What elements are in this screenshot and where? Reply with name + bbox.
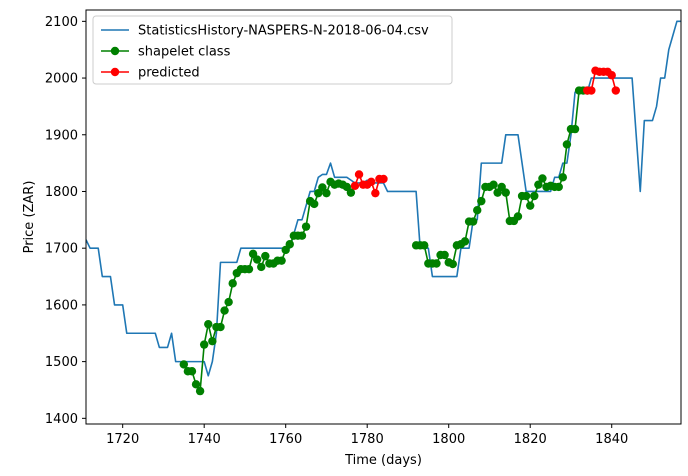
y-tick-label: 1900	[45, 128, 78, 143]
shapelet-class-point	[220, 306, 229, 315]
shapelet-class-point	[521, 191, 531, 201]
shapelet-class-point	[440, 250, 449, 260]
predicted-point	[371, 188, 380, 198]
shapelet-class-point	[570, 124, 580, 134]
shapelet-class-point	[216, 322, 225, 332]
predicted-point	[587, 86, 596, 95]
shapelet-class-point	[187, 367, 197, 376]
legend-swatch-marker	[110, 67, 120, 77]
plot-area-frame	[85, 9, 682, 425]
x-tick-label: 1720	[106, 432, 139, 447]
legend: StatisticsHistory-NASPERS-N-2018-06-04.c…	[92, 15, 453, 85]
x-tick-label: 1740	[188, 432, 221, 447]
shapelet-class-point	[562, 140, 572, 149]
shapelet-class-point	[513, 212, 523, 221]
shapelet-class-point	[204, 319, 213, 329]
y-tick-label: 1800	[45, 185, 78, 200]
y-tick-label: 1600	[45, 298, 78, 313]
y-tick-label: 2100	[45, 15, 78, 30]
shapelet-class-point	[420, 241, 429, 250]
series-markers-layer	[179, 66, 620, 396]
shapelet-class-point	[346, 188, 356, 197]
shapelet-class-point	[277, 256, 286, 265]
shapelet-class-point	[297, 231, 307, 240]
x-axis-label: Time (days)	[344, 453, 422, 468]
shapelet-class-point	[468, 217, 478, 226]
shapelet-class-point	[261, 251, 270, 261]
shapelet-class-point	[179, 360, 189, 369]
shapelet-class-point	[224, 297, 233, 307]
shapelet-class-point	[191, 380, 201, 389]
predicted-point	[611, 86, 620, 95]
shapelet-class-point	[322, 188, 331, 198]
legend-entry-label: shapelet class	[138, 45, 231, 60]
predicted-point	[350, 181, 360, 191]
predicted-point	[379, 174, 388, 184]
predicted-point	[367, 177, 376, 187]
shapelet-class-point	[526, 201, 535, 210]
shapelet-class-point	[558, 173, 568, 182]
shapelet-class-point	[310, 199, 319, 209]
predicted-point	[607, 71, 616, 80]
predicted-point	[354, 170, 364, 179]
shapelet-class-point	[534, 180, 543, 189]
shapelet-class-point	[228, 279, 237, 288]
shapelet-class-point	[530, 191, 539, 201]
legend-box	[92, 15, 453, 85]
shapelet-class-point	[477, 196, 486, 206]
shapelet-class-point	[554, 182, 563, 192]
shapelet-class-point	[252, 255, 262, 264]
shapelet-class-point	[460, 237, 470, 246]
y-tick-label: 1400	[45, 412, 78, 427]
x-tick-label: 1760	[269, 432, 302, 447]
shapelet-class-point	[489, 180, 498, 189]
shapelet-class-point	[285, 240, 294, 249]
shapelet-class-point	[195, 386, 205, 396]
axis-ticks-layer: 1720 1740 1760 1780 1800 1820 1840 1400 1500 1600…	[45, 15, 628, 447]
shapelet-class-point	[448, 259, 457, 269]
x-tick-label: 1840	[595, 432, 628, 447]
y-axis-label: Price (ZAR)	[22, 181, 37, 254]
shapelet-class-point	[301, 222, 311, 231]
shapelet-class-point	[199, 340, 209, 349]
y-tick-label: 1500	[45, 355, 78, 370]
y-tick-label: 2000	[45, 72, 78, 87]
x-tick-label: 1800	[432, 432, 465, 447]
shapelet-class-point	[432, 259, 441, 268]
shapelet-class-point	[473, 205, 482, 215]
shapelet-class-point	[244, 264, 254, 274]
x-tick-label: 1820	[514, 432, 547, 447]
legend-entry-label: predicted	[138, 66, 200, 81]
x-tick-label: 1780	[351, 432, 384, 447]
shapelet-class-point	[538, 174, 547, 183]
y-tick-label: 1700	[45, 242, 78, 257]
legend-entry-label: StatisticsHistory-NASPERS-N-2018-06-04.c…	[138, 24, 429, 39]
shapelet-class-point	[208, 337, 217, 346]
shapelet-class-point	[257, 262, 266, 272]
legend-swatch-marker	[110, 46, 120, 56]
shapelet-class-point	[501, 188, 510, 197]
